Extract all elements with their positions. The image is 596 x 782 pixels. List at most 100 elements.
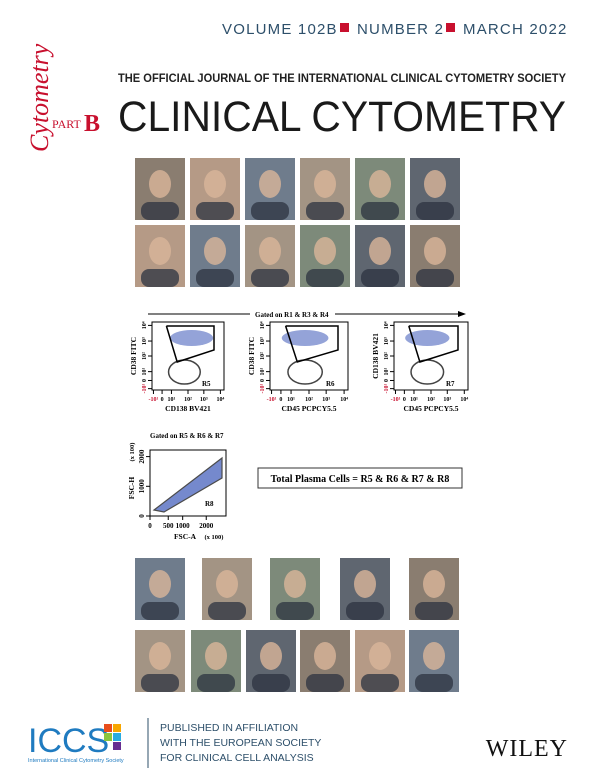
population	[170, 330, 214, 346]
x-axis-label: CD45 PCPCY5.5	[404, 404, 459, 413]
photo-shoulders	[196, 202, 234, 220]
gate-label: R6	[326, 380, 335, 388]
gating-label: Gated on R1 & R3 & R4	[255, 311, 329, 319]
y-tick-label: 10⁴	[260, 321, 266, 329]
x-tick-label: -10¹	[267, 397, 277, 403]
y-axis-label: CD38 FITC	[247, 337, 256, 375]
photo-face	[369, 237, 391, 265]
population	[281, 330, 329, 346]
photo-face	[259, 237, 281, 265]
logo: ICCS	[28, 722, 109, 760]
summary: Total Plasma Cells = R5 & R6 & R7 & R8	[271, 474, 450, 485]
x-tick-label: 0	[279, 397, 282, 403]
photo-shoulders	[306, 269, 344, 287]
population	[405, 330, 450, 346]
summary-box	[257, 467, 463, 489]
y-axis-label: CD138 BV421	[371, 333, 380, 379]
photo-shoulders	[415, 674, 453, 692]
x-tick-label: 10¹	[287, 397, 295, 403]
photo-face	[314, 237, 336, 265]
photo-face	[149, 570, 171, 598]
plots: R5-10¹ 0 10¹ 10² 10³ 10⁴-10¹010¹10²10³10⁴CD13…	[127, 321, 469, 541]
x-tick-label: 0	[161, 397, 164, 403]
gate	[408, 325, 459, 363]
logo-caption: International Clinical Cytometry Society	[28, 758, 124, 764]
photo-shoulders	[346, 602, 384, 620]
photo-shoulders	[276, 602, 314, 620]
photo-shoulders	[306, 674, 344, 692]
photo-shoulders	[141, 602, 179, 620]
photo-shoulders	[361, 674, 399, 692]
photo-face	[204, 237, 226, 265]
y-tick-label: 0	[142, 379, 148, 382]
gate	[284, 325, 339, 363]
photo-shoulders	[197, 674, 235, 692]
photo-face	[369, 642, 391, 670]
photo-face	[284, 570, 306, 598]
photo-shoulders	[141, 269, 179, 287]
x-tick-label: -10¹	[149, 397, 159, 403]
photo-shoulders	[141, 674, 179, 692]
y-tick-label: 10²	[384, 352, 390, 360]
photo-face	[216, 570, 238, 598]
photo-grid	[135, 158, 460, 692]
y-tick-label: 0	[138, 514, 146, 518]
part: PART	[52, 117, 82, 131]
photo-shoulders	[416, 202, 454, 220]
x-axis-label: CD138 BV421	[165, 404, 211, 413]
x-tick-label: 0	[403, 397, 406, 403]
brand: Cytometry	[25, 43, 54, 152]
photo-face	[314, 642, 336, 670]
y-tick-label: -10¹	[142, 384, 148, 394]
gating-label: Gated on R5 & R6 & R7	[150, 432, 224, 440]
photo-face	[424, 170, 446, 198]
x-tick-label: 2000	[199, 522, 214, 530]
issue-number: NUMBER 2	[357, 21, 444, 38]
subtitle: THE OFFICIAL JOURNAL OF THE INTERNATIONA…	[118, 73, 566, 85]
x-tick-label: 10²	[305, 397, 313, 403]
photo-shoulders	[415, 602, 453, 620]
y-axis-label: CD38 FITC	[129, 337, 138, 375]
publisher: WILEY	[486, 736, 568, 762]
x-tick-label: 10²	[184, 397, 192, 403]
x-tick-label: 0	[148, 522, 152, 530]
y-tick-label: 10⁴	[384, 321, 390, 329]
volume: VOLUME 102B	[222, 21, 338, 38]
separator	[340, 23, 349, 32]
y-tick-label: 0	[384, 379, 390, 382]
x-tick-label: 10²	[427, 397, 435, 403]
photo-face	[149, 642, 171, 670]
plot-frame	[149, 449, 227, 517]
x-tick-label: 1000	[176, 522, 191, 530]
photo-shoulders	[306, 202, 344, 220]
y-tick-label: -10¹	[260, 384, 266, 394]
photo-face	[423, 642, 445, 670]
y-tick-label: 10¹	[384, 368, 390, 376]
photo-face	[354, 570, 376, 598]
x-tick-label: 10³	[443, 397, 451, 403]
photo-shoulders	[208, 602, 246, 620]
logo-mark	[104, 724, 121, 750]
part-letter: B	[84, 111, 100, 137]
photo-shoulders	[361, 269, 399, 287]
photo-shoulders	[416, 269, 454, 287]
photo-face	[149, 170, 171, 198]
y-tick-label: 10²	[260, 352, 266, 360]
y-tick-label: 10²	[142, 352, 148, 360]
y-axis-label: FSC-H	[127, 477, 136, 500]
y-tick-label: 2000	[138, 449, 146, 464]
y-axis-unit: (x 100)	[129, 443, 136, 462]
affiliation-line: PUBLISHED IN AFFILIATION	[160, 722, 298, 734]
y-tick-label: 10³	[384, 337, 390, 345]
x-axis-label: CD45 PCPCY5.5	[282, 404, 337, 413]
y-tick-label: 1000	[138, 479, 146, 494]
y-tick-label: 10³	[142, 337, 148, 345]
x-tick-label: 10⁴	[340, 397, 348, 403]
title: CLINICAL CYTOMETRY	[118, 93, 566, 141]
photo-shoulders	[196, 269, 234, 287]
x-tick-label: 10³	[200, 397, 208, 403]
photo-shoulders	[251, 202, 289, 220]
x-axis-label: FSC-A	[174, 532, 197, 541]
photo-face	[259, 170, 281, 198]
